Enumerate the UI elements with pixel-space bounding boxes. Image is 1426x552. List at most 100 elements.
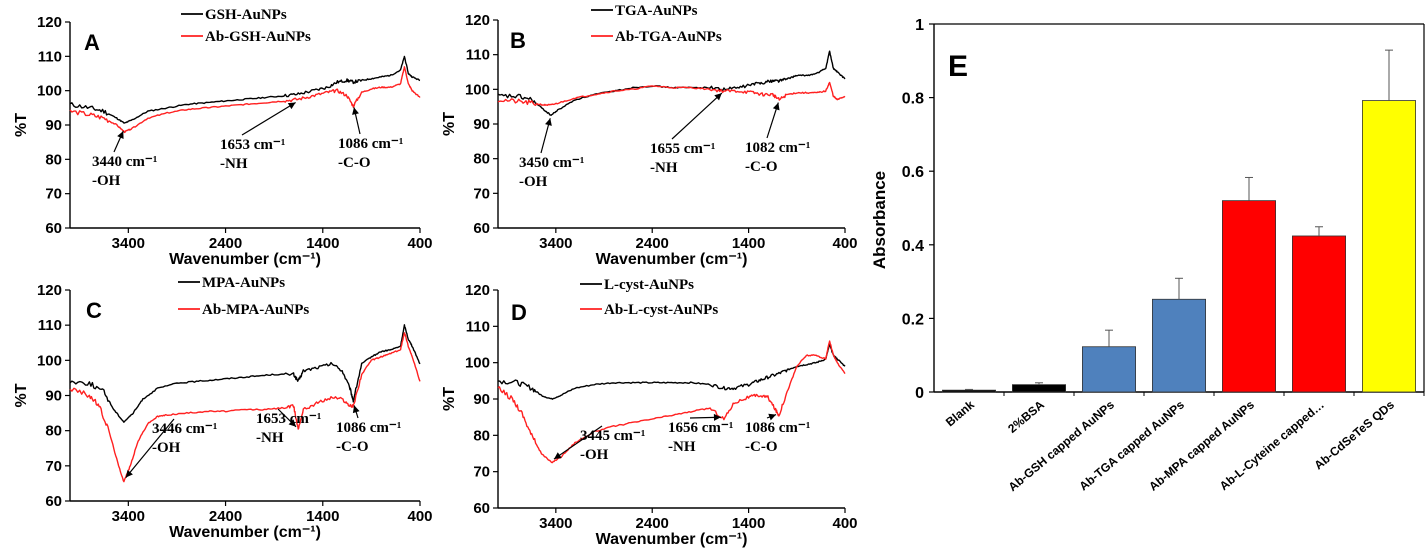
panel-a-annotation-arrowhead xyxy=(352,107,359,115)
panel-c-y-tick-label: 80 xyxy=(45,423,62,440)
panel-e-bar-blank xyxy=(942,389,997,393)
panel-a-annotation-wavenumber: 1653 cm⁻¹ xyxy=(220,137,285,153)
panel-b-annotation-group: -C-O xyxy=(745,159,778,175)
panel-b-y-axis-title: %T xyxy=(441,112,458,136)
panel-e-bar-ab-gsh-capped-aunps xyxy=(1082,346,1137,393)
panel-d: 60 70 80 90 100 110 120 3400 2400 1400 400 Wavenumb… xyxy=(441,277,858,548)
panel-e-y-tick-label: 1 xyxy=(915,17,924,34)
panel-a-annotation-arrow xyxy=(241,102,296,136)
panel-a-legend-label: Ab-GSH-AuNPs xyxy=(205,29,311,45)
panel-d-x-tick-label: 400 xyxy=(832,515,857,532)
panel-b-x-tick-label: 2400 xyxy=(636,235,669,252)
panel-e-y-tick-label: 0.4 xyxy=(902,238,924,255)
panel-a-y-tick-label: 80 xyxy=(45,151,62,168)
panel-d-y-tick-label: 100 xyxy=(465,355,490,372)
panel-c-annotation-arrowhead xyxy=(125,469,133,478)
panel-d-annotation-arrow xyxy=(553,425,603,460)
panel-c-annotation-group: -C-O xyxy=(336,439,369,455)
panel-b-x-tick-label: 3400 xyxy=(539,235,572,252)
panel-a-annotation-arrowhead xyxy=(287,102,296,110)
panel-c-annotation-arrowhead xyxy=(288,419,297,427)
panel-e-bar-ab-cdsetes-qds xyxy=(1362,100,1417,393)
panel-b-legend-label: TGA-AuNPs xyxy=(615,3,698,19)
panel-d-legend-label: Ab-L-cyst-AuNPs xyxy=(604,302,718,318)
panel-d-annotation-arrowhead xyxy=(768,413,777,421)
panel-d-legend-label: L-cyst-AuNPs xyxy=(604,277,694,293)
panel-e-y-tick-label: 0.6 xyxy=(902,164,924,181)
panel-d-annotation-wavenumber: 1086 cm⁻¹ xyxy=(745,420,810,436)
panel-c-series-ab-mpa-aunps xyxy=(69,332,421,483)
panel-c-legend-label: Ab-MPA-AuNPs xyxy=(202,302,309,318)
panel-d-y-tick-label: 90 xyxy=(473,391,490,408)
panel-a-annotation-wavenumber: 1086 cm⁻¹ xyxy=(338,136,403,152)
panel-c-x-tick-label: 3400 xyxy=(112,508,145,525)
panel-a-annotation-group: -NH xyxy=(220,156,248,172)
panel-d-annotation-group: -OH xyxy=(580,447,609,463)
panel-c-series-mpa-aunps xyxy=(69,324,421,423)
panel-c-x-tick-label: 400 xyxy=(407,508,432,525)
panel-c-annotation-arrow xyxy=(125,418,175,478)
panel-d-x-tick-label: 2400 xyxy=(636,515,669,532)
panel-a-annotation-group: -C-O xyxy=(338,155,371,171)
panel-b-y-tick-label: 60 xyxy=(473,220,490,237)
panel-b-y-tick-label: 70 xyxy=(473,185,490,202)
panel-d-annotation-wavenumber: 1656 cm⁻¹ xyxy=(668,420,733,436)
panel-b-series-ab-tga-aunps xyxy=(497,81,846,107)
panel-a-x-tick-label: 2400 xyxy=(209,235,242,252)
panel-e-y-axis-title: Absorbance xyxy=(870,171,889,269)
panel-b-annotation-wavenumber: 1082 cm⁻¹ xyxy=(745,140,810,156)
panel-a-x-tick-label: 3400 xyxy=(112,235,145,252)
panel-d-annotation-arrowhead xyxy=(553,452,562,460)
panel-a-y-tick-label: 70 xyxy=(45,186,62,203)
panel-d-series-l-cyst-aunps xyxy=(497,343,846,400)
panel-b-letter: B xyxy=(510,28,526,53)
panel-a-y-tick-label: 60 xyxy=(45,220,62,237)
panel-c-y-tick-label: 100 xyxy=(37,352,62,369)
panel-e-bar-ab-mpa-capped-aunps xyxy=(1222,200,1277,393)
panel-c-y-axis-title: %T xyxy=(13,383,30,407)
panel-b-x-axis-title: Wavenumber (cm⁻¹) xyxy=(596,251,748,268)
panel-b: 60 70 80 90 100 110 120 3400 2400 1400 400 Wavenumb… xyxy=(441,3,858,268)
panel-c-letter: C xyxy=(86,298,102,323)
panel-c-annotation-group: -OH xyxy=(152,440,181,456)
panel-a-y-tick-label: 100 xyxy=(37,83,62,100)
panel-e-category-label: 2%BSA xyxy=(1005,397,1047,435)
panel-b-annotation-arrow xyxy=(671,92,723,140)
panel-a: 60 70 80 90 100 110 120 3400 2400 1400 400 Wavenumb… xyxy=(13,7,433,268)
panel-b-y-tick-label: 110 xyxy=(466,47,490,64)
panel-c-y-tick-label: 90 xyxy=(45,388,62,405)
panel-a-series-gsh-aunps xyxy=(69,55,421,124)
panel-d-y-tick-label: 70 xyxy=(473,464,490,481)
panel-b-y-tick-label: 120 xyxy=(465,12,490,29)
panel-b-annotation-group: -OH xyxy=(519,174,548,190)
panel-a-annotation-arrowhead xyxy=(117,131,124,139)
panel-d-y-tick-label: 120 xyxy=(465,282,490,299)
panel-b-series-tga-aunps xyxy=(497,50,846,117)
panel-a-series-ab-gsh-aunps xyxy=(69,66,421,134)
panel-a-letter: A xyxy=(84,30,100,55)
panel-d-annotation-group: -C-O xyxy=(745,439,778,455)
panel-a-y-tick-label: 90 xyxy=(45,117,62,134)
panel-c-annotation-wavenumber: 1086 cm⁻¹ xyxy=(336,420,401,436)
panel-d-y-tick-label: 60 xyxy=(473,500,490,517)
panel-e-y-tick-label: 0.2 xyxy=(902,311,924,328)
panel-c-y-tick-label: 70 xyxy=(45,458,62,475)
panel-b-annotation-wavenumber: 1655 cm⁻¹ xyxy=(650,141,715,157)
panel-d-annotation-wavenumber: 3445 cm⁻¹ xyxy=(580,428,645,444)
panel-e-letter: E xyxy=(948,50,968,83)
panel-a-x-axis-title: Wavenumber (cm⁻¹) xyxy=(169,251,321,268)
panel-d-letter: D xyxy=(511,300,527,325)
panel-c-y-tick-label: 110 xyxy=(38,317,62,334)
panel-c-legend-label: MPA-AuNPs xyxy=(202,275,285,291)
panel-c-x-axis-title: Wavenumber (cm⁻¹) xyxy=(169,524,321,541)
panel-d-series-ab-l-cyst-aunps xyxy=(497,340,846,464)
panel-a-legend-label: GSH-AuNPs xyxy=(205,7,287,23)
panel-a-annotation-group: -OH xyxy=(92,173,121,189)
panel-a-annotation-wavenumber: 3440 cm⁻¹ xyxy=(92,154,157,170)
panel-c-y-tick-label: 60 xyxy=(45,493,62,510)
panel-a-y-axis-title: %T xyxy=(13,113,30,137)
panel-b-annotation-arrowhead xyxy=(545,118,552,126)
panel-b-y-tick-label: 100 xyxy=(465,81,490,98)
